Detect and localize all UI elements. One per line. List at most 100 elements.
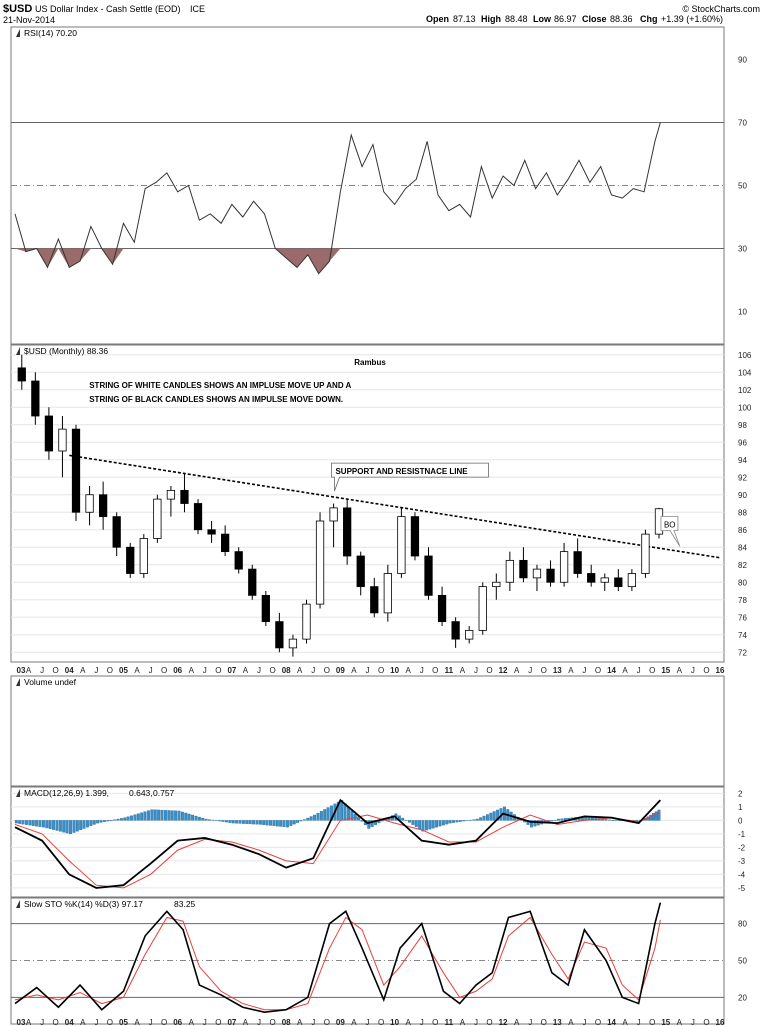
macd-histogram-bar bbox=[323, 809, 327, 821]
x-tick-label: J bbox=[474, 666, 478, 675]
x-tick-label: J bbox=[311, 666, 315, 675]
candle-down bbox=[437, 594, 447, 623]
x-tick-label: 03 bbox=[17, 666, 26, 675]
x-tick-label: J bbox=[582, 666, 586, 675]
candle-up bbox=[288, 638, 298, 649]
macd-histogram-bar bbox=[224, 820, 228, 823]
candle-up bbox=[329, 507, 338, 522]
bottom-x-tick-label: A bbox=[243, 1018, 249, 1026]
macd-histogram-bar bbox=[218, 820, 222, 822]
callout-breakout-box bbox=[660, 516, 681, 547]
rsi-chart: 10 30 50 70 90 RSI(14) 70.20 bbox=[11, 28, 747, 317]
rsi-tick-label: 50 bbox=[738, 182, 747, 191]
price-tick-label: 90 bbox=[738, 491, 747, 500]
x-tick-label: O bbox=[541, 666, 547, 675]
macd-histogram-bar bbox=[380, 820, 384, 822]
macd-histogram-bar bbox=[113, 819, 117, 821]
bottom-x-tick-label: J bbox=[203, 1018, 207, 1026]
macd-histogram-bar bbox=[292, 820, 296, 825]
candle-down bbox=[614, 577, 623, 588]
volume-panel bbox=[10, 675, 725, 787]
macd-histogram-bar bbox=[269, 820, 272, 826]
macd-histogram-bar bbox=[75, 820, 79, 832]
bottom-x-tick-label: O bbox=[161, 1018, 167, 1026]
macd-tick-label: 0 bbox=[738, 816, 743, 825]
macd-histogram-bar bbox=[123, 817, 127, 821]
macd-histogram-bar bbox=[18, 820, 22, 824]
candle-up bbox=[627, 573, 637, 588]
bottom-x-tick-label: O bbox=[595, 1018, 601, 1026]
bottom-x-tick-label: O bbox=[432, 1018, 438, 1026]
candle-down bbox=[573, 551, 582, 574]
candle-up bbox=[139, 538, 148, 574]
rsi-tick-label: 30 bbox=[738, 245, 747, 254]
candle-down bbox=[248, 568, 257, 596]
macd-histogram-bar bbox=[607, 819, 611, 821]
x-tick-label: J bbox=[149, 666, 153, 675]
rsi-line bbox=[14, 122, 661, 275]
macd-histogram-bar bbox=[496, 809, 500, 821]
price-tick-label: 94 bbox=[738, 456, 747, 465]
candle-down bbox=[424, 555, 433, 596]
bottom-x-tick-label: 11 bbox=[445, 1018, 454, 1026]
candle-up bbox=[383, 573, 392, 614]
macd-histogram-bar bbox=[116, 818, 120, 821]
volume-chart: Volume undef bbox=[16, 677, 77, 687]
macd-histogram-bar bbox=[350, 810, 354, 821]
macd-histogram-bar bbox=[89, 820, 93, 826]
open-value: 87.13 bbox=[453, 14, 476, 24]
candle-up bbox=[85, 494, 94, 513]
macd-histogram-bar bbox=[106, 820, 110, 822]
macd-histogram-bar bbox=[557, 818, 561, 821]
bottom-x-tick-label: A bbox=[80, 1018, 86, 1026]
bottom-x-tick-label: 10 bbox=[390, 1018, 399, 1026]
candle-down bbox=[98, 494, 108, 518]
bottom-x-tick-label: 08 bbox=[282, 1018, 291, 1026]
price-legend: $USD (Monthly) 88.36 bbox=[24, 346, 108, 356]
bottom-x-tick-label: A bbox=[134, 1018, 140, 1026]
chart-instrument-name: US Dollar Index - Cash Settle (EOD) bbox=[35, 4, 181, 14]
x-tick-label: A bbox=[622, 666, 628, 675]
bottom-x-tick-label: J bbox=[311, 1018, 315, 1026]
bottom-x-tick-label: J bbox=[637, 1018, 641, 1026]
macd-histogram-bar bbox=[45, 820, 49, 829]
macd-signal-value: 0.643, bbox=[129, 788, 153, 798]
candle-down bbox=[112, 516, 121, 548]
sto-k-line bbox=[14, 902, 662, 1013]
price-tick-label: 106 bbox=[738, 351, 752, 360]
bottom-x-tick-label: A bbox=[297, 1018, 303, 1026]
macd-tick-label: 1 bbox=[738, 803, 743, 812]
x-tick-label: 07 bbox=[227, 666, 236, 675]
x-tick-label: A bbox=[406, 666, 412, 675]
candle-up bbox=[58, 428, 67, 452]
rsi-tick-label: 10 bbox=[738, 308, 747, 317]
macd-histogram-bar bbox=[31, 820, 35, 826]
bottom-x-tick-label: O bbox=[649, 1018, 655, 1026]
x-tick-label: O bbox=[378, 666, 384, 675]
macd-histogram-bar bbox=[489, 812, 493, 821]
macd-histogram-bar bbox=[282, 820, 286, 827]
macd-histogram-bar bbox=[194, 815, 198, 821]
bottom-x-tick-label: J bbox=[474, 1018, 478, 1026]
macd-histogram-bar bbox=[306, 817, 310, 821]
candle-down bbox=[221, 533, 230, 553]
macd-histogram-bar bbox=[102, 820, 106, 822]
macd-histogram-bar bbox=[35, 820, 39, 827]
macd-signal-line bbox=[14, 811, 661, 889]
macd-histogram-bar bbox=[272, 820, 276, 826]
bottom-x-tick-label: 07 bbox=[227, 1018, 236, 1026]
macd-histogram-bar bbox=[208, 819, 211, 821]
price-chart: 72 74 76 78 80 82 84 86 88 90 92 94 96 98 100 102 104 106… bbox=[11, 346, 752, 657]
macd-histogram-bar bbox=[180, 811, 184, 821]
x-tick-label: 12 bbox=[499, 666, 508, 675]
candle-down bbox=[193, 503, 203, 531]
x-tick-label: O bbox=[269, 666, 275, 675]
macd-histogram-bar bbox=[184, 812, 188, 821]
bottom-x-tick-label: A bbox=[406, 1018, 412, 1026]
macd-line bbox=[14, 798, 662, 889]
bottom-x-tick-label: A bbox=[26, 1018, 32, 1026]
candle-down bbox=[451, 621, 460, 640]
macd-histogram-bar bbox=[231, 820, 235, 824]
macd-histogram-bar bbox=[14, 820, 18, 824]
